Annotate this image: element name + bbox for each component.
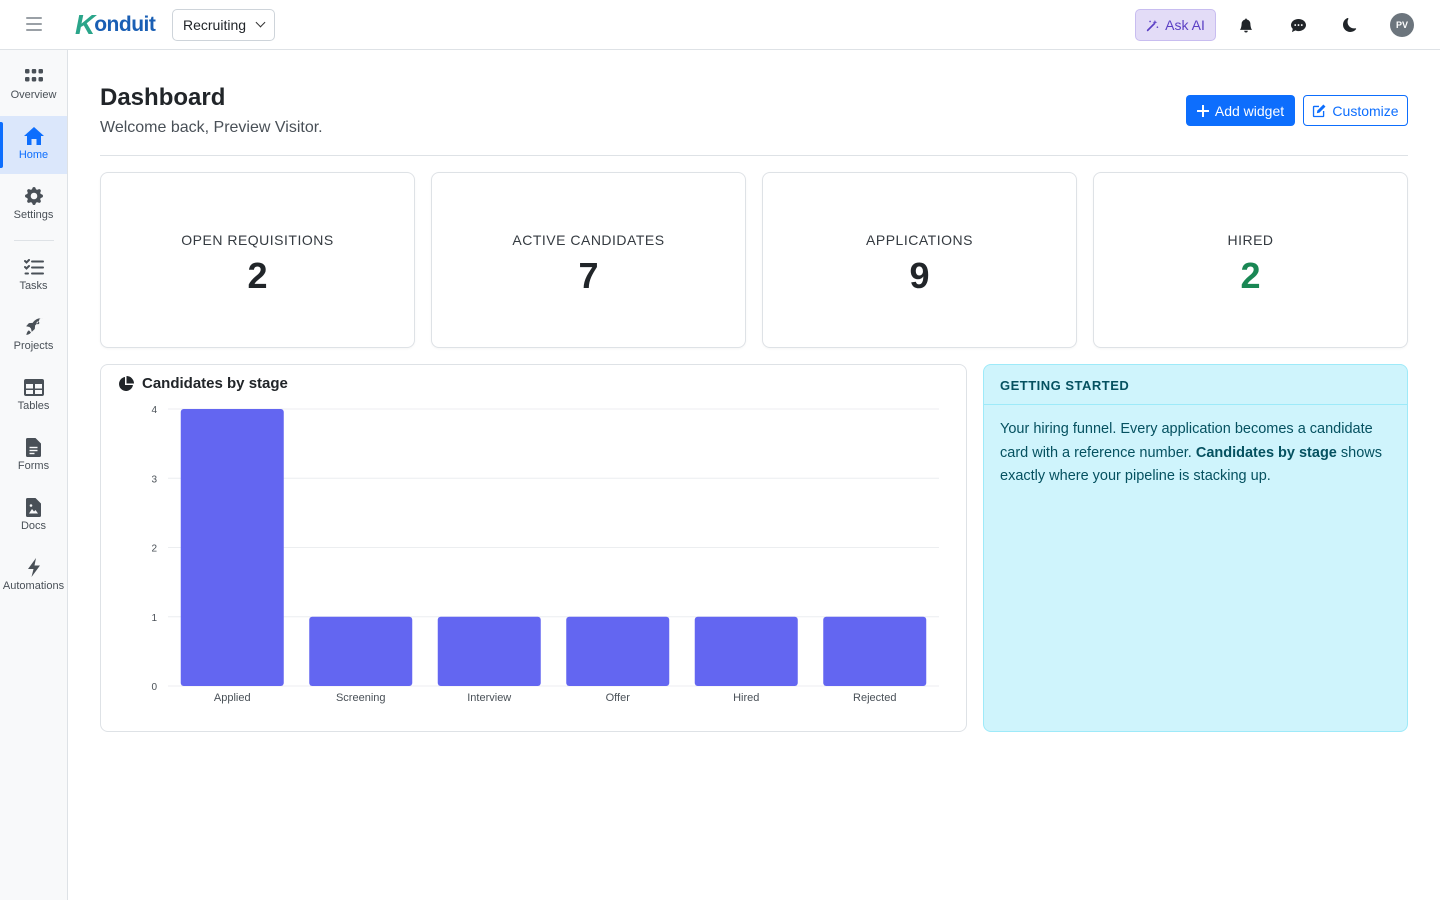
customize-label: Customize <box>1332 102 1399 119</box>
bar-hired[interactable] <box>694 616 798 686</box>
workspace-label: Recruiting <box>183 17 247 33</box>
top-bar: K onduit Recruiting Ask AI PV <box>0 0 1440 50</box>
getting-started-card: GETTING STARTED Your hiring funnel. Ever… <box>983 364 1408 732</box>
chat-icon[interactable] <box>1288 15 1308 35</box>
y-tick-label: 2 <box>151 544 157 555</box>
stat-label: ACTIVE CANDIDATES <box>512 232 665 248</box>
bar-rejected[interactable] <box>823 616 927 686</box>
sidebar-item-label: Forms <box>17 460 50 472</box>
ask-ai-label: Ask AI <box>1165 17 1205 33</box>
stat-card-applications: APPLICATIONS 9 <box>762 172 1077 348</box>
bar-applied[interactable] <box>180 409 284 686</box>
x-tick-label: Applied <box>214 692 251 704</box>
x-tick-label: Interview <box>467 692 511 704</box>
y-tick-label: 0 <box>151 682 157 693</box>
sidebar-item-overview[interactable]: Overview <box>0 56 67 114</box>
stat-value: 2 <box>247 255 268 296</box>
x-tick-label: Rejected <box>853 692 896 704</box>
page-title: Dashboard <box>100 84 226 111</box>
sidebar-item-label: Projects <box>13 340 54 352</box>
stat-value: 2 <box>1240 255 1261 296</box>
sidebar-item-label: Settings <box>13 209 54 221</box>
sidebar-item-settings[interactable]: Settings <box>0 176 67 234</box>
rocket-icon <box>24 317 44 337</box>
bar-interview[interactable] <box>437 616 541 686</box>
chevron-down-icon <box>255 17 266 28</box>
ask-ai-button[interactable]: Ask AI <box>1135 9 1216 41</box>
grid-icon <box>24 66 44 86</box>
avatar[interactable]: PV <box>1390 13 1414 37</box>
sidebar-item-label: Docs <box>20 520 47 532</box>
home-icon <box>23 126 44 146</box>
bell-icon[interactable] <box>1236 15 1256 35</box>
stat-value: 9 <box>909 255 930 296</box>
y-tick-label: 3 <box>151 474 157 485</box>
form-icon <box>24 437 44 457</box>
getting-started-text: Your hiring funnel. Every application be… <box>984 405 1407 502</box>
app-logo[interactable]: K onduit <box>75 9 156 40</box>
x-tick-label: Offer <box>606 692 631 704</box>
stat-label: APPLICATIONS <box>866 232 973 248</box>
stat-card-active-candidates: ACTIVE CANDIDATES 7 <box>431 172 746 348</box>
tasks-icon <box>23 257 44 277</box>
add-widget-label: Add widget <box>1214 102 1285 119</box>
table-icon <box>23 377 44 397</box>
stat-value: 7 <box>578 255 599 296</box>
moon-icon[interactable] <box>1340 15 1360 35</box>
y-tick-label: 4 <box>151 405 157 416</box>
sidebar-item-label: Overview <box>10 89 57 101</box>
stat-label: HIRED <box>1227 232 1274 248</box>
edit-icon <box>1313 104 1326 117</box>
sidebar-item-label: Automations <box>2 580 65 592</box>
chart-header: Candidates by stage <box>118 375 288 392</box>
sidebar-item-home[interactable]: Home <box>0 116 67 174</box>
gear-icon <box>24 186 44 206</box>
bar-chart: 0 1 2 3 4 Applied Screening Interview Offer Hired… <box>151 405 939 704</box>
getting-started-title: GETTING STARTED <box>984 365 1407 405</box>
sidebar-item-docs[interactable]: Docs <box>0 487 67 545</box>
gs-text-part: shows exactly where your pipeline is sta… <box>1000 444 1383 485</box>
sidebar: Overview Home Settings Tasks Projects Ta… <box>0 50 68 900</box>
chart-title: Candidates by stage <box>142 375 288 392</box>
bar-offer[interactable] <box>566 616 670 686</box>
gs-text-part: Your hiring funnel. Every application be… <box>1000 421 1373 461</box>
sidebar-item-tasks[interactable]: Tasks <box>0 247 67 305</box>
sidebar-item-label: Tables <box>17 400 50 412</box>
menu-toggle-icon[interactable] <box>26 17 42 31</box>
stat-card-hired: HIRED 2 <box>1093 172 1408 348</box>
plus-icon <box>1196 104 1209 117</box>
doc-icon <box>24 497 44 517</box>
sidebar-item-projects[interactable]: Projects <box>0 307 67 365</box>
y-tick-label: 1 <box>151 613 157 624</box>
sidebar-item-forms[interactable]: Forms <box>0 427 67 485</box>
sidebar-divider <box>14 240 54 241</box>
gs-text-bold: Candidates by stage <box>1195 444 1337 461</box>
logo-mark: K <box>75 9 95 40</box>
add-widget-button[interactable]: Add widget <box>1186 95 1295 126</box>
magic-wand-icon <box>1146 19 1159 31</box>
customize-button[interactable]: Customize <box>1303 95 1408 126</box>
pie-chart-icon <box>119 375 134 391</box>
sidebar-item-tables[interactable]: Tables <box>0 367 67 425</box>
logo-text: onduit <box>94 13 156 36</box>
sidebar-item-label: Home <box>18 149 49 161</box>
page-subtitle: Welcome back, Preview Visitor. <box>100 119 323 136</box>
lightning-icon <box>24 557 44 577</box>
header-divider <box>100 155 1408 156</box>
workspace-selector[interactable]: Recruiting <box>172 9 276 41</box>
x-tick-label: Hired <box>733 692 759 704</box>
chart-card-candidates-by-stage: 0 1 2 3 4 Applied Screening Interview Offer Hired… <box>100 364 967 732</box>
sidebar-item-label: Tasks <box>19 280 48 292</box>
bar-screening[interactable] <box>309 616 413 686</box>
stat-label: OPEN REQUISITIONS <box>181 232 334 248</box>
sidebar-item-automations[interactable]: Automations <box>0 547 67 605</box>
x-tick-label: Screening <box>336 692 386 704</box>
stat-card-open-requisitions: OPEN REQUISITIONS 2 <box>100 172 415 348</box>
